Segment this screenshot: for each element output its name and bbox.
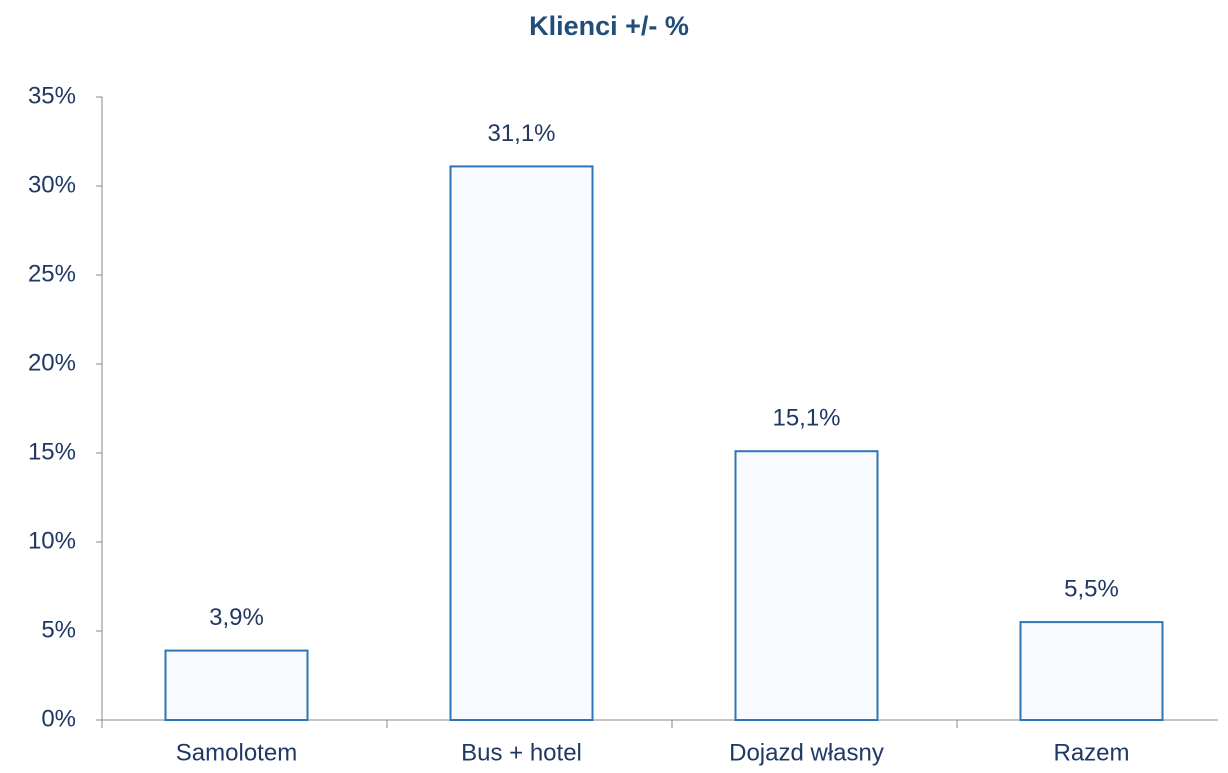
- bar: [449, 165, 594, 722]
- bar: [164, 649, 309, 722]
- value-label: 5,5%: [1064, 575, 1119, 602]
- value-label: 15,1%: [772, 405, 840, 432]
- y-tick-label: 25%: [28, 260, 76, 287]
- chart-title: Klienci +/- %: [529, 11, 689, 41]
- value-label: 3,9%: [209, 604, 264, 631]
- y-tick-label: 10%: [28, 527, 76, 554]
- y-tick-label: 30%: [28, 171, 76, 198]
- bar: [1019, 621, 1164, 721]
- x-tick-label: Dojazd własny: [729, 739, 884, 766]
- bar: [734, 450, 879, 721]
- y-tick-label: 20%: [28, 349, 76, 376]
- x-tick-label: Samolotem: [176, 739, 297, 766]
- x-tick-label: Razem: [1053, 739, 1129, 766]
- y-tick-label: 0%: [41, 705, 76, 732]
- y-tick-label: 35%: [28, 82, 76, 109]
- value-label: 31,1%: [487, 120, 555, 147]
- x-tick-label: Bus + hotel: [461, 739, 582, 766]
- y-tick-label: 15%: [28, 438, 76, 465]
- y-tick-label: 5%: [41, 616, 76, 643]
